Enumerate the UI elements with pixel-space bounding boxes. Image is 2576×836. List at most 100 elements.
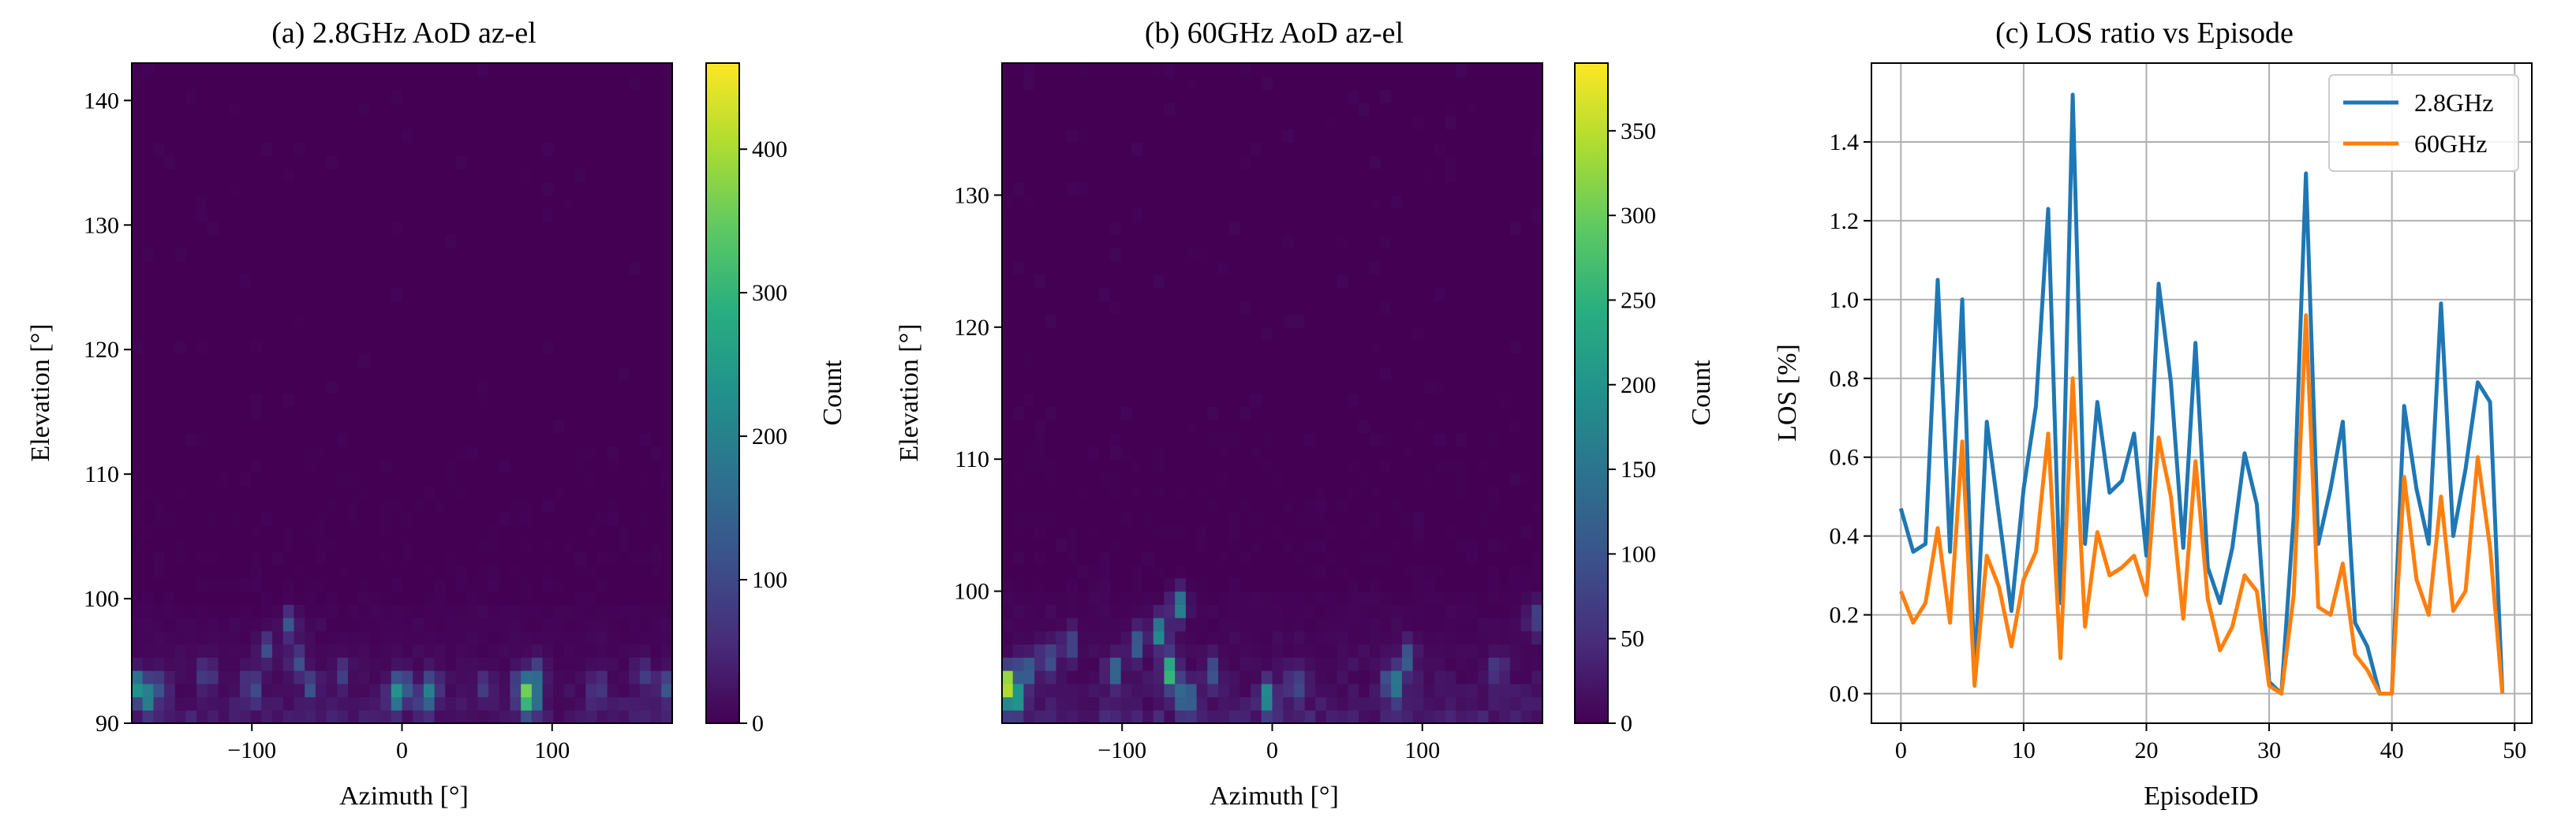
- heatmap-cell: [1218, 142, 1230, 156]
- heatmap-cell: [1185, 498, 1198, 513]
- heatmap-cell: [391, 181, 403, 196]
- heatmap-cell: [132, 524, 144, 539]
- heatmap-cell: [445, 670, 457, 685]
- heatmap-cell: [337, 300, 349, 315]
- heatmap-cell: [1261, 538, 1273, 552]
- heatmap-cell: [153, 393, 165, 407]
- heatmap-cell: [413, 89, 424, 103]
- heatmap-cell: [1261, 446, 1273, 460]
- heatmap-cell: [564, 274, 576, 289]
- heatmap-cell: [1175, 432, 1187, 447]
- heatmap-cell: [1412, 195, 1424, 209]
- heatmap-cell: [358, 538, 370, 552]
- heatmap-cell: [391, 657, 403, 671]
- heatmap-cell: [1348, 103, 1359, 117]
- heatmap-cell: [1315, 221, 1327, 236]
- heatmap-cell: [1067, 379, 1079, 394]
- heatmap-cell: [402, 577, 413, 592]
- heatmap-cell: [1045, 472, 1057, 487]
- heatmap-cell: [661, 129, 673, 144]
- heatmap-cell: [1228, 327, 1240, 341]
- heatmap-cell: [174, 710, 187, 724]
- heatmap-cell: [174, 168, 187, 183]
- heatmap-cell: [1304, 472, 1316, 487]
- heatmap-cell: [1509, 657, 1522, 671]
- heatmap-cell: [1304, 115, 1316, 130]
- heatmap-cell: [456, 168, 468, 183]
- heatmap-cell: [1056, 485, 1067, 500]
- heatmap-cell: [261, 353, 273, 368]
- heatmap-cell: [1434, 406, 1446, 420]
- heatmap-cell: [434, 472, 446, 487]
- heatmap-cell: [196, 327, 208, 341]
- heatmap-cell: [337, 472, 349, 487]
- heatmap-cell: [240, 393, 252, 407]
- heatmap-cell: [1196, 181, 1208, 196]
- heatmap-cell: [607, 155, 619, 170]
- heatmap-cell: [1293, 287, 1306, 301]
- heatmap-cell: [1401, 115, 1414, 130]
- heatmap-cell: [402, 103, 413, 117]
- heatmap-cell: [1056, 63, 1067, 77]
- heatmap-cell: [261, 195, 273, 209]
- heatmap-cell: [1499, 195, 1511, 209]
- heatmap-cell: [132, 155, 144, 170]
- heatmap-cell: [553, 155, 565, 170]
- heatmap-cell: [196, 683, 208, 698]
- heatmap-cell: [661, 710, 673, 724]
- heatmap-cell: [521, 340, 533, 354]
- heatmap-cell: [1120, 327, 1132, 341]
- heatmap-cell: [240, 327, 252, 341]
- heatmap-cell: [1023, 89, 1035, 103]
- heatmap-cell: [337, 261, 349, 275]
- heatmap-cell: [585, 155, 597, 170]
- heatmap-cell: [1477, 208, 1490, 222]
- heatmap-cell: [466, 393, 478, 407]
- heatmap-cell: [132, 340, 144, 354]
- heatmap-cell: [466, 89, 478, 103]
- heatmap-cell: [1369, 419, 1381, 434]
- heatmap-cell: [1012, 142, 1024, 156]
- heatmap-cell: [639, 261, 652, 275]
- heatmap-cell: [272, 155, 284, 170]
- heatmap-cell: [1153, 274, 1165, 289]
- heatmap-cell: [250, 696, 262, 711]
- heatmap-cell: [1142, 274, 1154, 289]
- heatmap-cell: [445, 142, 457, 156]
- heatmap-cell: [240, 459, 252, 473]
- heatmap-cell: [413, 181, 424, 196]
- heatmap-cell: [1477, 670, 1490, 685]
- heatmap-cell: [272, 604, 284, 618]
- heatmap-cell: [174, 63, 187, 77]
- heatmap-cell: [1175, 459, 1187, 473]
- chart-title-a: (a) 2.8GHz AoD az-el: [271, 17, 537, 50]
- heatmap-cell: [1391, 670, 1403, 685]
- heatmap-cell: [618, 432, 630, 447]
- heatmap-cell: [456, 683, 468, 698]
- heatmap-cell: [1434, 472, 1446, 487]
- heatmap-cell: [1228, 340, 1240, 354]
- heatmap-cell: [1423, 261, 1435, 275]
- heatmap-cell: [661, 472, 673, 487]
- heatmap-cell: [1185, 208, 1198, 222]
- heatmap-cell: [499, 577, 511, 592]
- heatmap-cell: [1283, 393, 1295, 407]
- heatmap-cell: [1196, 485, 1208, 500]
- heatmap-cell: [185, 630, 197, 645]
- heatmap-cell: [174, 367, 187, 381]
- heatmap-cell: [1185, 248, 1198, 262]
- heatmap-cell: [250, 644, 262, 658]
- heatmap-cell: [153, 314, 165, 328]
- heatmap-cell: [348, 432, 360, 447]
- heatmap-cell: [174, 696, 187, 711]
- heatmap-cell: [423, 419, 436, 434]
- heatmap-cell: [1110, 524, 1122, 539]
- heatmap-cell: [650, 261, 662, 275]
- heatmap-cell: [456, 181, 468, 196]
- heatmap-cell: [1185, 142, 1198, 156]
- heatmap-cell: [1488, 314, 1500, 328]
- heatmap-cell: [1002, 379, 1014, 394]
- heatmap-cell: [1196, 696, 1208, 711]
- heatmap-cell: [185, 604, 197, 618]
